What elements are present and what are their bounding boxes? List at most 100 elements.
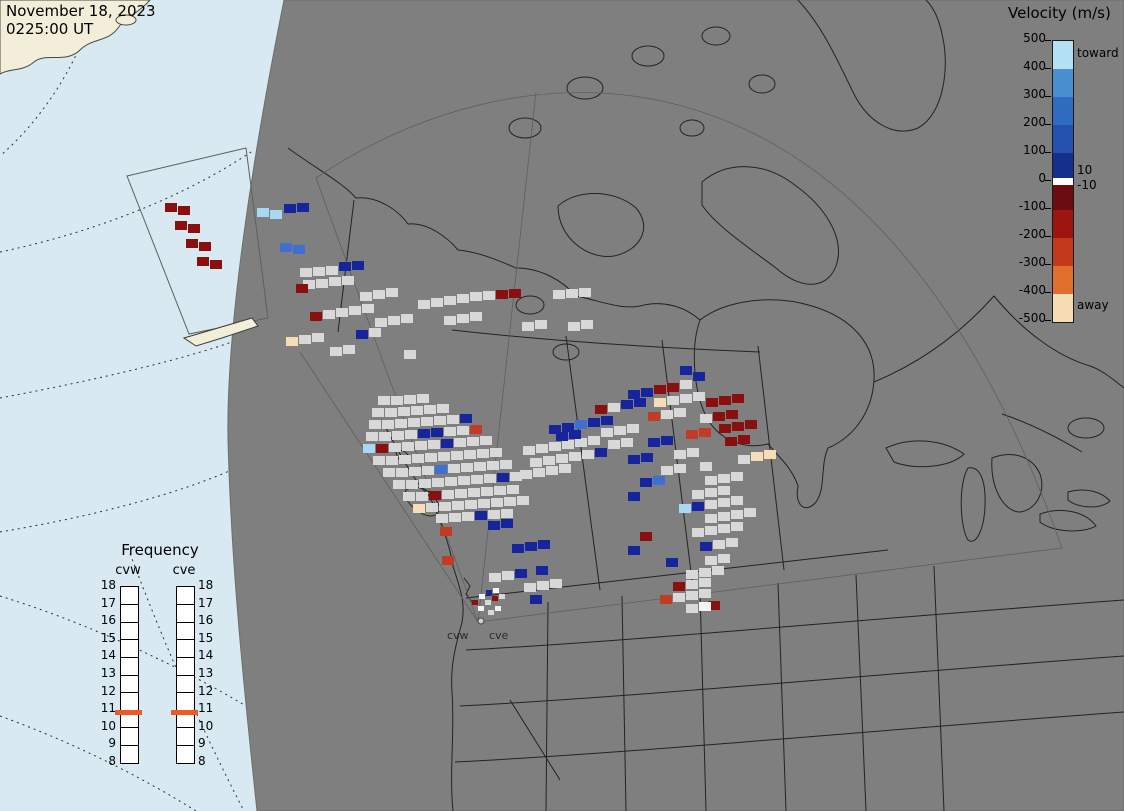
echo-cell [686, 580, 698, 589]
dayside-coast-sliver [182, 317, 259, 347]
echo-cell [536, 566, 548, 575]
echo-cell [661, 410, 673, 419]
frequency-cell-divider [121, 674, 138, 676]
echo-cell [653, 476, 665, 485]
echo-cell [470, 292, 482, 301]
echo-cell [313, 267, 325, 276]
echo-cell [398, 407, 410, 416]
echo-cell [197, 257, 209, 266]
echo-cell [705, 500, 717, 509]
echo-cell [375, 318, 387, 327]
echo-cell [520, 470, 532, 479]
echo-cell [491, 498, 503, 507]
velocity-segment-away [1053, 294, 1073, 322]
echo-cell [648, 438, 660, 447]
echo-cell [431, 428, 443, 437]
echo-cell [517, 496, 529, 505]
frequency-column-label-cve: cve [172, 563, 196, 578]
echo-cell [699, 589, 711, 598]
frequency-scale-label-right: 9 [198, 736, 206, 751]
echo-cell [500, 460, 512, 469]
echo-cell [654, 398, 666, 407]
echo-cell [421, 417, 433, 426]
echo-cell [389, 443, 401, 452]
echo-cell [601, 428, 613, 437]
frequency-bar-cvw [120, 586, 139, 764]
echo-cell [667, 396, 679, 405]
echo-cell [449, 513, 461, 522]
echo-cell [479, 594, 485, 599]
frequency-scale-label-left: 11 [100, 701, 116, 716]
frequency-scale-label-left: 16 [100, 613, 116, 628]
echo-cell [641, 453, 653, 462]
echo-cell [588, 418, 600, 427]
echo-cell [454, 438, 466, 447]
echo-cell [538, 540, 550, 549]
frequency-cell-divider [177, 604, 194, 606]
echo-cell [434, 416, 446, 425]
echo-cell [713, 412, 725, 421]
echo-cell [470, 312, 482, 321]
echo-cell [502, 571, 514, 580]
echo-cell [738, 455, 750, 464]
echo-cell [310, 312, 322, 321]
frequency-cell-divider [177, 692, 194, 694]
echo-cell [470, 425, 482, 434]
echo-cell [478, 499, 490, 508]
velocity-colorbar [1052, 40, 1074, 323]
echo-cell [732, 422, 744, 431]
echo-cell [660, 595, 672, 604]
echo-cell [336, 308, 348, 317]
echo-cell [575, 420, 587, 429]
echo-cell [699, 568, 711, 577]
echo-cell [719, 424, 731, 433]
zero-upper-label: 10 [1077, 163, 1093, 177]
echo-cell [363, 444, 375, 453]
frequency-cell-divider [177, 727, 194, 729]
echo-cell [718, 524, 730, 533]
echo-cell [699, 602, 711, 611]
velocity-tick-label: 300 [1023, 87, 1046, 101]
echo-cell [417, 394, 429, 403]
frequency-scale-label-right: 10 [198, 718, 214, 733]
echo-cell [485, 600, 491, 605]
echo-cell [471, 475, 483, 484]
echo-cell [706, 398, 718, 407]
echo-cell [536, 444, 548, 453]
echo-cell [512, 544, 524, 553]
velocity-tick-label: -300 [1018, 255, 1046, 269]
echo-cell [680, 380, 692, 389]
echo-cell [395, 419, 407, 428]
echo-cell [731, 496, 743, 505]
echo-cell [674, 408, 686, 417]
echo-cell [488, 510, 500, 519]
velocity-tick-mark [1045, 236, 1051, 237]
echo-cell [693, 372, 705, 381]
echo-cell [373, 456, 385, 465]
echo-cell [440, 527, 452, 536]
echo-cell [731, 510, 743, 519]
echo-cell [457, 426, 469, 435]
echo-cell [674, 464, 686, 473]
echo-cell [543, 456, 555, 465]
echo-cell [510, 472, 522, 481]
echo-cell [553, 290, 565, 299]
echo-cell [595, 448, 607, 457]
echo-cell [718, 512, 730, 521]
graticule-lines [0, 0, 255, 811]
frequency-scale-label-right: 15 [198, 630, 214, 645]
echo-cell [718, 486, 730, 495]
echo-cell [372, 408, 384, 417]
echo-cell [452, 501, 464, 510]
echo-cell [628, 455, 640, 464]
echo-cell [448, 464, 460, 473]
echo-cell [522, 322, 534, 331]
echo-cell [661, 466, 673, 475]
echo-cell [467, 437, 479, 446]
echo-cell [356, 330, 368, 339]
echo-cell [284, 204, 296, 213]
echo-cell [303, 280, 315, 289]
echo-cell [614, 426, 626, 435]
echo-cell [692, 490, 704, 499]
